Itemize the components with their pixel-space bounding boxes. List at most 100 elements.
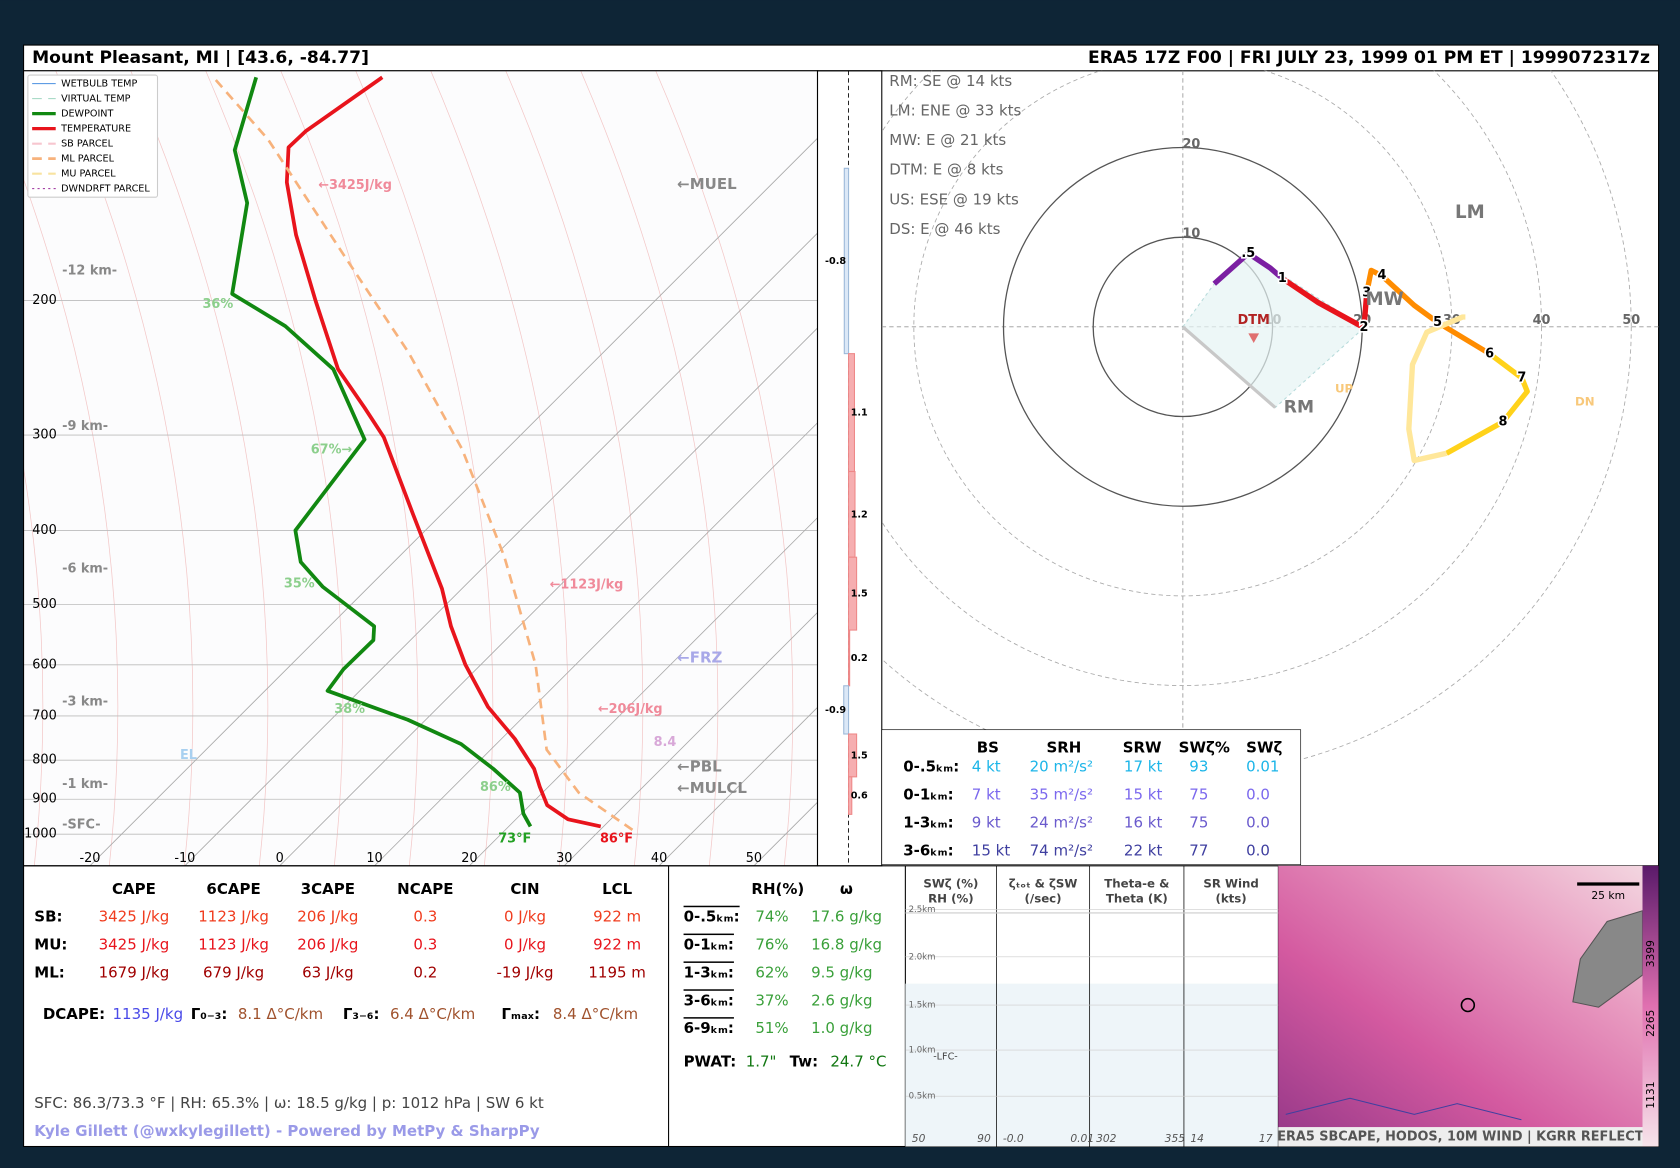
storm-motion-text: LM: ENE @ 33 kts — [889, 102, 1021, 120]
header-location: Mount Pleasant, MI | [43.6, -84.77] — [32, 48, 369, 68]
table-header: SRW — [1123, 738, 1162, 756]
hodograph: 10102020304050.512345678RMDTMMWLMUPDNRM:… — [881, 70, 1659, 866]
table-cell: 9 kt — [972, 813, 1001, 831]
table-cell: 75 — [1189, 786, 1208, 804]
table-cell: 76% — [755, 936, 788, 954]
table-header: 6CAPE — [206, 880, 260, 898]
profile-line — [212, 76, 634, 831]
map-site — [1460, 997, 1476, 1013]
hodo-height-label: 1 — [1278, 271, 1287, 286]
hodo-ring — [913, 70, 1453, 597]
table-cell: 3425 J/kg — [99, 908, 170, 926]
hodo-ring-label: 10 — [1182, 226, 1200, 241]
table-header: NCAPE — [397, 880, 453, 898]
height-label: 2.5km — [909, 905, 936, 915]
hodo-height-label: 2 — [1360, 320, 1369, 335]
lapse-label: 1.2 — [851, 509, 868, 520]
map-caption-bg — [1278, 1127, 1643, 1147]
skewt-annotation: -12 km- — [62, 264, 117, 279]
storm-motion-text: DS: E @ 46 kts — [889, 220, 1000, 238]
legend-label: VIRTUAL TEMP — [61, 94, 131, 105]
table-cell: 15 kt — [972, 841, 1011, 859]
pwat-text: 24.7 °C — [830, 1052, 886, 1070]
x-tick-label: -20 — [79, 851, 100, 866]
skewt-annotation: -9 km- — [62, 419, 108, 434]
y-tick-label: 900 — [32, 792, 57, 807]
table-cell: 74 m²/s² — [1030, 841, 1093, 859]
skewt-annotation: ←PBL — [677, 758, 722, 776]
table-cell: 93 — [1189, 758, 1208, 776]
row-label: 0-.5ₖₘ: — [684, 908, 740, 926]
hodo-trace — [1212, 250, 1285, 286]
colorbar-label: 2265 — [1644, 1010, 1657, 1037]
lapse-label: -0.9 — [825, 705, 846, 716]
legend-label: MU PARCEL — [61, 169, 116, 180]
hodo-ring-label: 50 — [1622, 313, 1640, 328]
x-tick-label: 30 — [556, 851, 572, 866]
skewt-labels: 200 300 400 500 600 700 800 900 1000 -20 -10 0 10 20 3… — [23, 70, 819, 867]
panel-title: ζₜₒₜ & ζSW — [1009, 876, 1078, 890]
legend-label: TEMPERATURE — [60, 124, 131, 135]
lapse-bar — [848, 776, 853, 815]
y-tick-label: 500 — [32, 597, 57, 612]
table-cell: 3425 J/kg — [99, 936, 170, 954]
panel-title: Theta (K) — [1106, 891, 1168, 905]
panel-tick: 0.01 — [1070, 1132, 1094, 1145]
table-header: RH(%) — [751, 880, 804, 898]
table-cell: 62% — [755, 963, 788, 981]
panel-tick: -0.0 — [1003, 1132, 1024, 1145]
hodo-height-label: 6 — [1485, 346, 1494, 361]
storm-motion-label: MW — [1366, 289, 1404, 310]
height-label: 1.0km — [909, 1046, 936, 1056]
skewt-annotation: 8.4 — [654, 735, 677, 750]
adiabat-decor — [430, 70, 569, 866]
table-cell: 2.6 g/kg — [811, 991, 872, 1009]
adiabat-decor — [355, 70, 494, 866]
table-header: BS — [977, 738, 999, 756]
hodo-trace — [1280, 276, 1370, 331]
adiabat-decor — [505, 70, 644, 866]
skewt-annotation: 86°F — [600, 831, 633, 846]
lapse-bar — [843, 685, 850, 735]
row-label: 3-6ₖₘ: — [684, 991, 734, 1009]
hodo-annotation: DN — [1575, 394, 1595, 408]
storm-motion-label: LM — [1455, 202, 1485, 223]
lapse-bar — [843, 167, 850, 355]
legend-label: DEWPOINT — [61, 109, 113, 120]
colorbar — [1642, 865, 1659, 1147]
isotherm-grid-line — [658, 706, 818, 866]
table-cell: 1.0 g/kg — [811, 1019, 872, 1037]
storm-motion-text: US: ESE @ 19 kts — [889, 190, 1019, 208]
table-cell: 37% — [755, 991, 788, 1009]
skewt-annotation: -SFC- — [62, 818, 100, 833]
profile-line — [284, 75, 602, 829]
panel-tick: 90 — [977, 1132, 991, 1145]
table-cell: 922 m — [593, 908, 641, 926]
hodo-shade — [1182, 252, 1365, 409]
table-cell: 0.3 — [413, 908, 437, 926]
storm-motion-text: DTM: E @ 8 kts — [889, 161, 1003, 179]
table-header: LCL — [602, 880, 633, 898]
panel-tick: 50 — [912, 1132, 926, 1145]
skewt-annotation: 67%→ — [311, 443, 353, 458]
panel-title: Theta-e & — [1104, 876, 1169, 890]
lapse-strip: -0.8 1.1 1.2 1.5 0.2 -0.9 1.5 0.6 — [816, 70, 883, 867]
y-tick-label: 800 — [32, 753, 57, 768]
adiabat-decor — [130, 70, 269, 866]
table-cell: 0 J/kg — [504, 908, 546, 926]
skewt-annotation: 35% — [284, 576, 315, 591]
skewt-annotation: -3 km- — [62, 694, 108, 709]
surface-summary: SFC: 86.3/73.3 °F | RH: 65.3% | ω: 18.5 … — [34, 1094, 544, 1112]
table-cell: 0.01 — [1246, 758, 1279, 776]
isotherm-grid-line — [279, 327, 818, 866]
table-cell: 16.8 g/kg — [811, 936, 882, 954]
skewt-annotation: -6 km- — [62, 561, 108, 576]
hodo-trace — [1406, 314, 1466, 464]
table-cell: 17.6 g/kg — [811, 908, 882, 926]
table-header: ω — [840, 880, 853, 898]
lapse-label: 1.5 — [851, 589, 868, 600]
adiabat-decor — [23, 466, 44, 866]
table-cell: 1123 J/kg — [198, 936, 269, 954]
